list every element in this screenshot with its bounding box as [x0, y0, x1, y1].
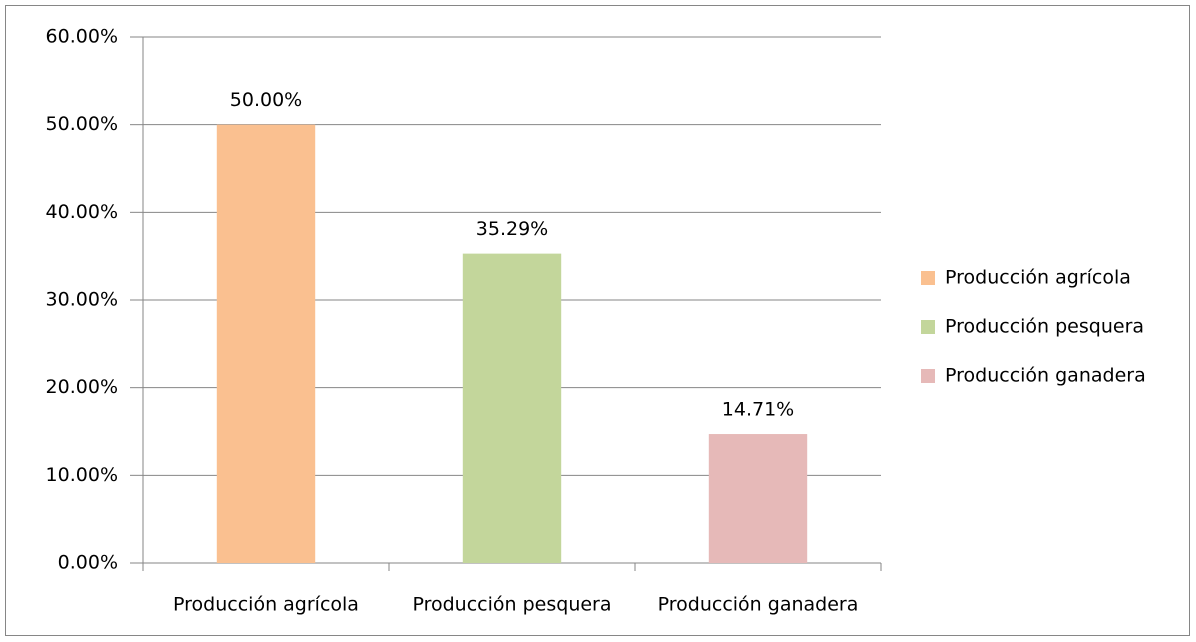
bar: [462, 253, 562, 563]
y-tick-label: 30.00%: [46, 289, 118, 311]
legend-label: Producción pesquera: [945, 316, 1144, 338]
legend-swatch: [921, 369, 935, 383]
chart-border: [5, 5, 1190, 636]
y-tick-label: 10.00%: [46, 464, 118, 486]
y-tick-label: 60.00%: [46, 26, 118, 48]
y-tick-label: 50.00%: [46, 113, 118, 135]
x-tick-label: Producción agrícola: [173, 594, 359, 616]
data-label: 50.00%: [230, 89, 302, 111]
legend-label: Producción agrícola: [945, 267, 1131, 289]
legend-swatch: [921, 271, 935, 285]
y-tick-label: 20.00%: [46, 376, 118, 398]
y-tick-label: 0.00%: [58, 552, 118, 574]
bar: [216, 124, 316, 564]
x-tick-label: Producción ganadera: [658, 594, 859, 616]
data-label: 35.29%: [476, 218, 548, 240]
x-tick-label: Producción pesquera: [412, 594, 611, 616]
y-tick-label: 40.00%: [46, 201, 118, 223]
data-label: 14.71%: [722, 399, 794, 421]
legend-label: Producción ganadera: [945, 365, 1146, 387]
legend-swatch: [921, 320, 935, 334]
bar: [708, 434, 808, 563]
